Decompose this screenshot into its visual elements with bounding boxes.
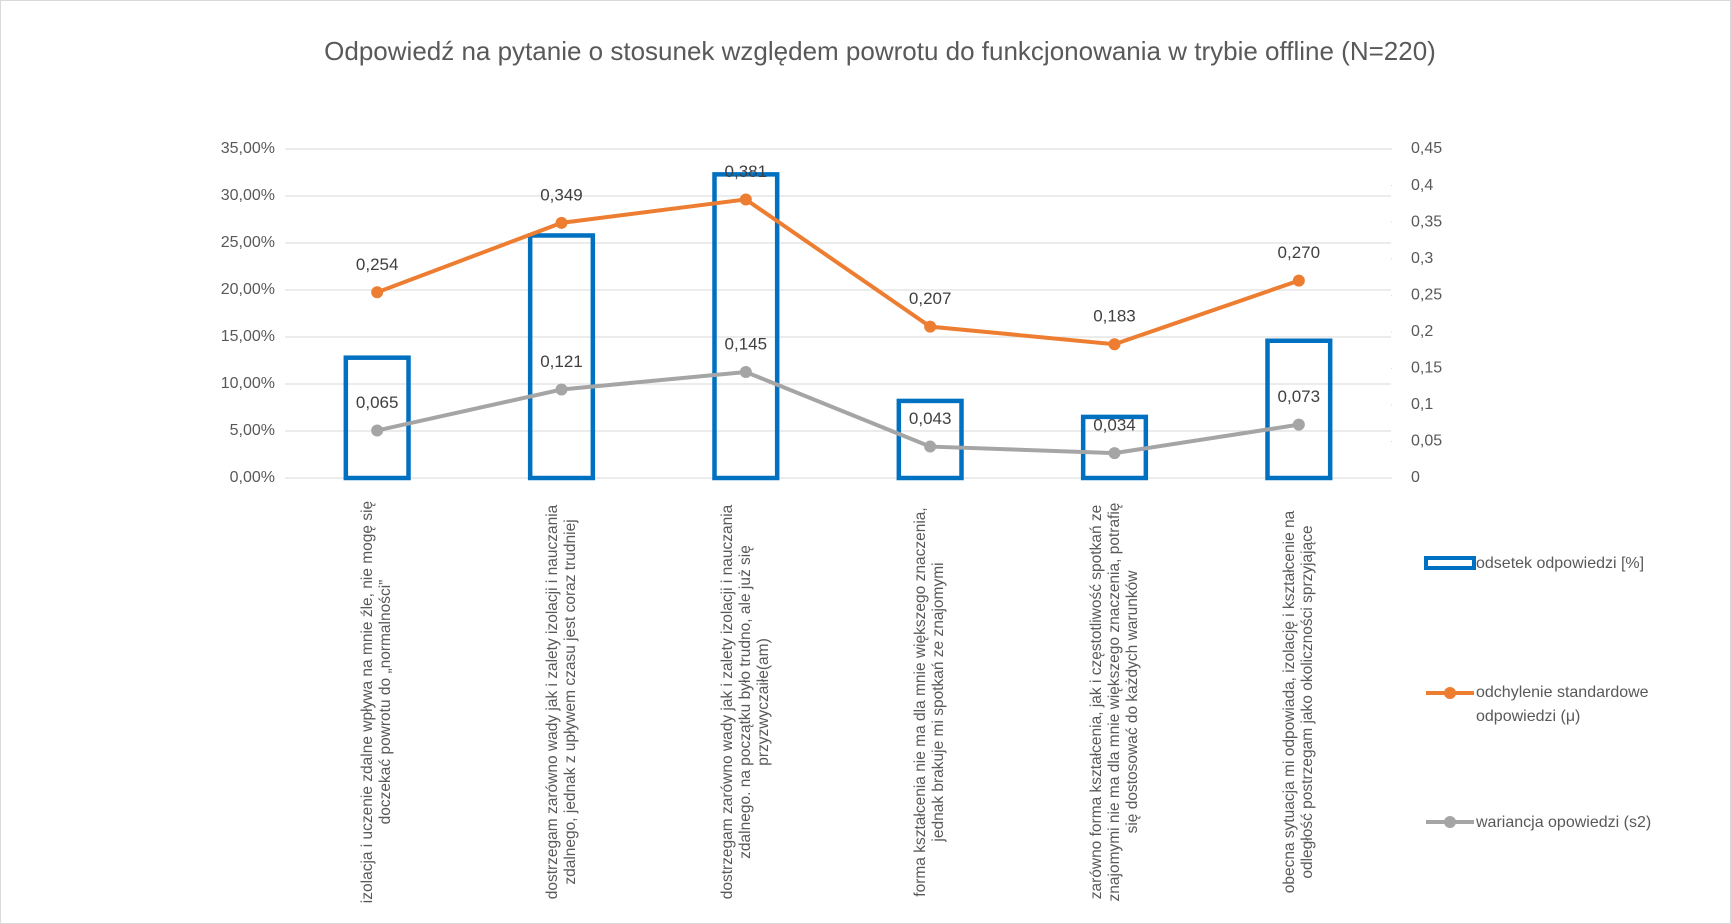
y-tick-label: 10,00% <box>221 375 275 392</box>
y2-tick-label: 0,15 <box>1411 360 1442 377</box>
point <box>1292 418 1305 431</box>
point <box>1108 447 1121 460</box>
data-label: 0,034 <box>1093 416 1136 435</box>
data-label: 0,270 <box>1278 243 1321 262</box>
point <box>1292 274 1305 287</box>
chart-title: Odpowiedź na pytanie o stosunek względem… <box>324 36 1436 66</box>
line <box>376 197 1300 347</box>
point <box>555 383 568 396</box>
x-tick-label: obecna sytuacja mi odpowiada, izolację i… <box>1280 510 1316 894</box>
point <box>1108 338 1121 351</box>
y-tick-label: 0,00% <box>230 469 275 486</box>
y2-tick-label: 0,35 <box>1411 213 1442 230</box>
data-label: 0,145 <box>725 334 768 353</box>
y2-tick-label: 0,05 <box>1411 433 1442 450</box>
y2-tick-label: 0,4 <box>1411 177 1433 194</box>
point <box>371 286 384 299</box>
bar <box>896 398 964 481</box>
bar <box>343 355 411 481</box>
x-tick-label: forma kształcenia nie ma dla mnie większ… <box>912 507 948 897</box>
y2-tick-label: 0,25 <box>1411 286 1442 303</box>
x-tick-label: izolacja i uczenie zdalne wpływa na mnie… <box>359 500 395 904</box>
legend-label: odsetek odpowiedzi [%] <box>1476 555 1645 572</box>
y-tick-label: 5,00% <box>230 422 275 439</box>
bar <box>712 172 780 481</box>
x-tick-label: zarówno forma kształcenia, jak i częstot… <box>1087 502 1141 902</box>
x-tick-label: dostrzegam zarówno wady jak i zalety izo… <box>718 504 772 900</box>
point <box>371 424 384 437</box>
legend-label: wariancja opowiedzi (s2) <box>1476 814 1652 831</box>
y2-tick-label: 0,2 <box>1411 323 1433 340</box>
legend-label: odchylenie standardowe odpowiedzi (μ) <box>1476 684 1649 725</box>
y2-tick-label: 0,45 <box>1411 140 1442 157</box>
y-tick-label: 25,00% <box>221 234 275 251</box>
y2-tick-label: 0,1 <box>1411 396 1433 413</box>
data-label: 0,183 <box>1093 307 1136 326</box>
bar <box>527 233 596 481</box>
bar <box>1265 338 1333 481</box>
legend-key <box>1424 556 1476 570</box>
data-label: 0,349 <box>540 185 583 204</box>
data-label: 0,073 <box>1278 387 1321 406</box>
point <box>555 216 568 229</box>
data-label: 0,207 <box>909 289 952 308</box>
data-label: 0,121 <box>540 352 583 371</box>
data-label: 0,381 <box>725 162 768 181</box>
y2-tick-label: 0,3 <box>1411 250 1433 267</box>
point <box>739 365 752 378</box>
y-tick-label: 20,00% <box>221 281 275 298</box>
data-label: 0,254 <box>356 255 399 274</box>
legend-key-marker <box>1444 816 1456 828</box>
data-label: 0,065 <box>356 393 399 412</box>
y2-tick-label: 0 <box>1411 469 1420 486</box>
y-tick-label: 30,00% <box>221 187 275 204</box>
y-tick-label: 15,00% <box>221 328 275 345</box>
point <box>924 320 937 333</box>
legend-key-marker <box>1444 687 1456 699</box>
line <box>376 369 1300 456</box>
y-tick-label: 35,00% <box>221 140 275 157</box>
x-tick-label: dostrzegam zarówno wady jak i zalety izo… <box>543 504 579 900</box>
point <box>924 440 937 453</box>
point <box>739 193 752 206</box>
data-label: 0,043 <box>909 409 952 428</box>
